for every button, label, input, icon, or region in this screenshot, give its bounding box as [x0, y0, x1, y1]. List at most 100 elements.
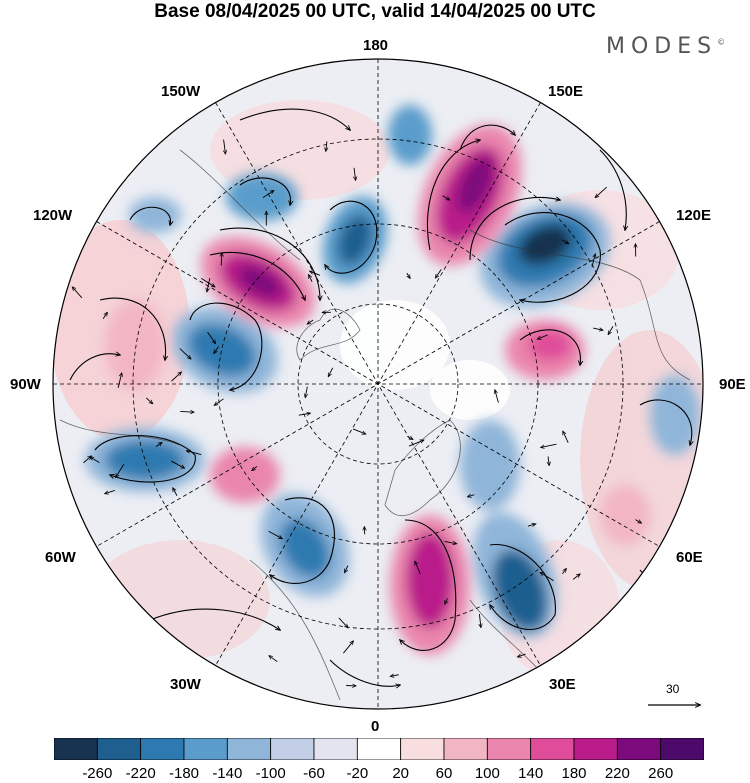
positive-anomalies: [105, 124, 650, 655]
wind-vector: [269, 656, 278, 662]
wind-vector: [214, 346, 219, 353]
colorbar-swatch: [54, 738, 98, 760]
wind-vector: [468, 495, 475, 497]
map-disc: [53, 59, 703, 709]
colorbar-swatch: [573, 738, 618, 760]
colorbar-tick-label: -100: [255, 765, 286, 782]
wind-vector: [298, 413, 310, 415]
colorbar-swatch: [96, 738, 142, 760]
wind-vector: [608, 326, 614, 334]
colorbar-tick-label: -60: [303, 765, 325, 782]
colorbar-tick-label: 100: [474, 765, 500, 782]
colorbar-swatch: [356, 738, 402, 760]
colorbar-swatch: [183, 738, 228, 760]
colorbar-swatch: [530, 738, 575, 760]
wind-vector: [563, 431, 569, 443]
wind-vector: [572, 574, 580, 580]
wind-vector: [391, 675, 399, 677]
wind-vector: [445, 598, 447, 604]
wind-vector: [83, 456, 91, 464]
wind-vector: [155, 442, 162, 447]
colorbar-tick-label: 20: [392, 765, 409, 782]
colorbar-tick-label: -220: [125, 765, 156, 782]
wind-vector: [145, 397, 152, 404]
wind-vector: [635, 519, 641, 523]
lon-label-150e: 150E: [548, 83, 584, 100]
wind-vector: [591, 254, 595, 267]
colorbar-tick-label: 60: [435, 765, 453, 782]
lon-label-60w: 60W: [45, 549, 76, 566]
wind-vector: [252, 466, 258, 470]
wind-vector: [305, 386, 307, 398]
lon-label-30e: 30E: [549, 676, 576, 693]
wind-vector: [268, 530, 282, 538]
colorbar-swatch: [400, 738, 445, 760]
wind-vector: [171, 460, 184, 468]
lon-label-150w: 150W: [161, 83, 201, 100]
wind-vector: [117, 373, 122, 388]
wind-vector: [187, 451, 202, 456]
wind-vector: [105, 489, 115, 493]
wind-vector: [479, 613, 480, 627]
lon-label-90w: 90W: [10, 376, 41, 393]
wind-vector: [415, 562, 421, 575]
lon-label-120w: 120W: [33, 207, 73, 224]
colorbar-swatch: [443, 738, 488, 760]
lon-label-0: 0: [371, 718, 380, 735]
colorbar-swatch: [226, 738, 272, 760]
colorbar-tick-label: -140: [212, 765, 243, 782]
wind-vector: [221, 253, 222, 266]
wind-vector: [442, 195, 450, 200]
colorbar-tick-label: 260: [648, 765, 674, 782]
colorbar-swatch: [270, 738, 315, 760]
wind-vector: [593, 328, 603, 330]
map-title: Base 08/04/2025 00 UTC, valid 14/04/2025…: [154, 1, 596, 22]
wind-vector: [326, 141, 327, 151]
wind-vectors: [72, 139, 641, 686]
wind-vector: [102, 313, 107, 319]
colorbar: [54, 738, 704, 760]
wind-vector: [171, 372, 181, 382]
wind-vector: [116, 463, 125, 477]
wind-vector: [207, 331, 216, 343]
wind-vector: [538, 334, 548, 339]
wind-vector: [180, 411, 194, 412]
lon-label-30w: 30W: [170, 676, 201, 693]
wind-vector: [436, 269, 442, 277]
wind-vector: [201, 277, 214, 286]
wind-vector: [561, 239, 569, 244]
colorbar-swatch: [660, 738, 704, 760]
wind-vector: [72, 287, 83, 299]
wind-vector: [309, 275, 313, 282]
lon-label-90e: 90E: [719, 376, 746, 393]
wind-vector: [541, 443, 557, 447]
wind-vector: [328, 367, 334, 377]
wind-vector: [343, 641, 353, 654]
wind-vector: [562, 569, 566, 574]
colorbar-tick-label: 220: [604, 765, 630, 782]
wind-vector: [495, 390, 499, 403]
wind-vector: [214, 398, 224, 405]
wind-vector: [352, 428, 365, 434]
wind-vector: [548, 456, 549, 465]
wind-vector: [338, 617, 348, 628]
colorbar-swatch: [486, 738, 532, 760]
map-border: [52, 58, 704, 710]
colorbar-tick-label: -180: [168, 765, 200, 782]
wind-vector: [518, 653, 526, 657]
wind-vector: [262, 191, 274, 199]
wind-vector: [345, 565, 349, 573]
lon-label-120e: 120E: [676, 207, 712, 224]
wind-vector: [179, 348, 191, 359]
reference-vector-label: 30: [666, 682, 680, 696]
wind-vector: [595, 186, 608, 197]
graticule: [53, 59, 703, 709]
wind-vector: [407, 436, 412, 439]
wind-vector: [224, 139, 226, 154]
lon-label-60e: 60E: [676, 549, 703, 566]
wind-vector: [207, 278, 211, 291]
lon-label-180: 180: [363, 37, 389, 54]
colorbar-swatch: [140, 738, 185, 760]
coastlines: [59, 149, 691, 701]
